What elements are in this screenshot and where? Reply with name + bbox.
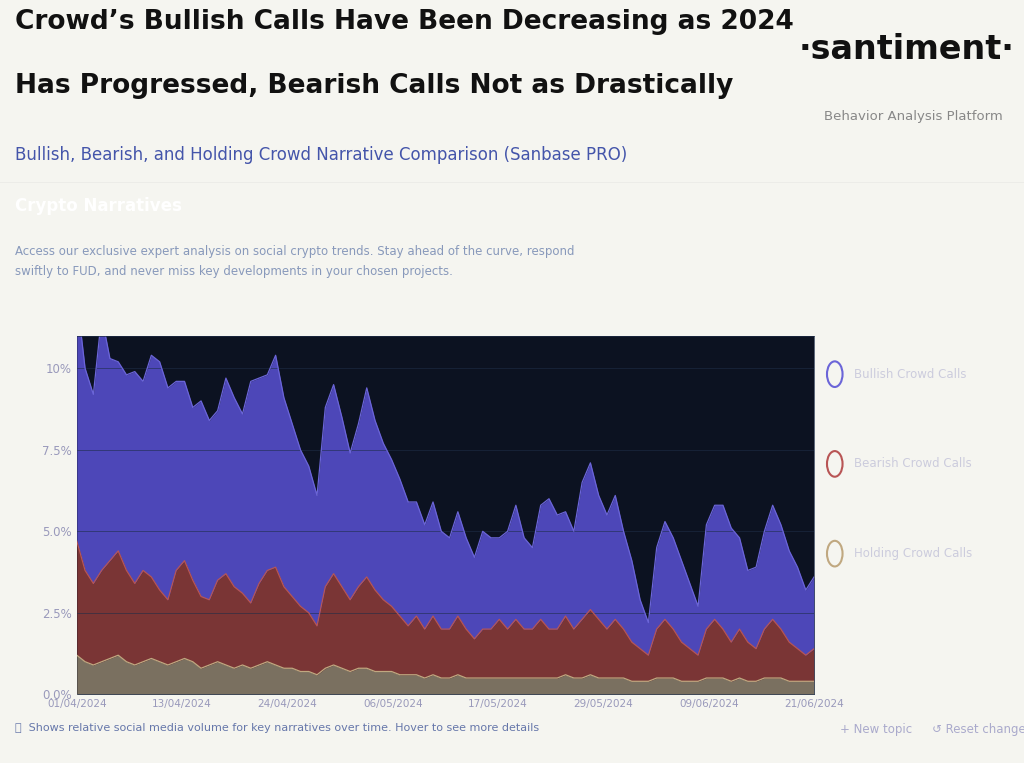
Text: Bullish, Bearish, and Holding Crowd Narrative Comparison (Sanbase PRO): Bullish, Bearish, and Holding Crowd Narr… <box>15 146 628 165</box>
Text: ⓘ  Shows relative social media volume for key narratives over time. Hover to see: ⓘ Shows relative social media volume for… <box>15 723 540 733</box>
Text: ·santiment·: ·santiment· <box>799 33 1015 66</box>
Text: Has Progressed, Bearish Calls Not as Drastically: Has Progressed, Bearish Calls Not as Dra… <box>15 73 734 99</box>
Text: Holding Crowd Calls: Holding Crowd Calls <box>854 547 973 560</box>
Text: Crypto Narratives: Crypto Narratives <box>15 197 182 215</box>
Text: Bearish Crowd Calls: Bearish Crowd Calls <box>854 457 972 471</box>
Text: Behavior Analysis Platform: Behavior Analysis Platform <box>824 110 1004 123</box>
Text: Crowd’s Bullish Calls Have Been Decreasing as 2024: Crowd’s Bullish Calls Have Been Decreasi… <box>15 9 794 35</box>
Text: + New topic: + New topic <box>840 723 911 736</box>
Text: ↺ Reset changes: ↺ Reset changes <box>932 723 1024 736</box>
Text: Access our exclusive expert analysis on social crypto trends. Stay ahead of the : Access our exclusive expert analysis on … <box>15 245 574 278</box>
Text: Bullish Crowd Calls: Bullish Crowd Calls <box>854 368 967 381</box>
